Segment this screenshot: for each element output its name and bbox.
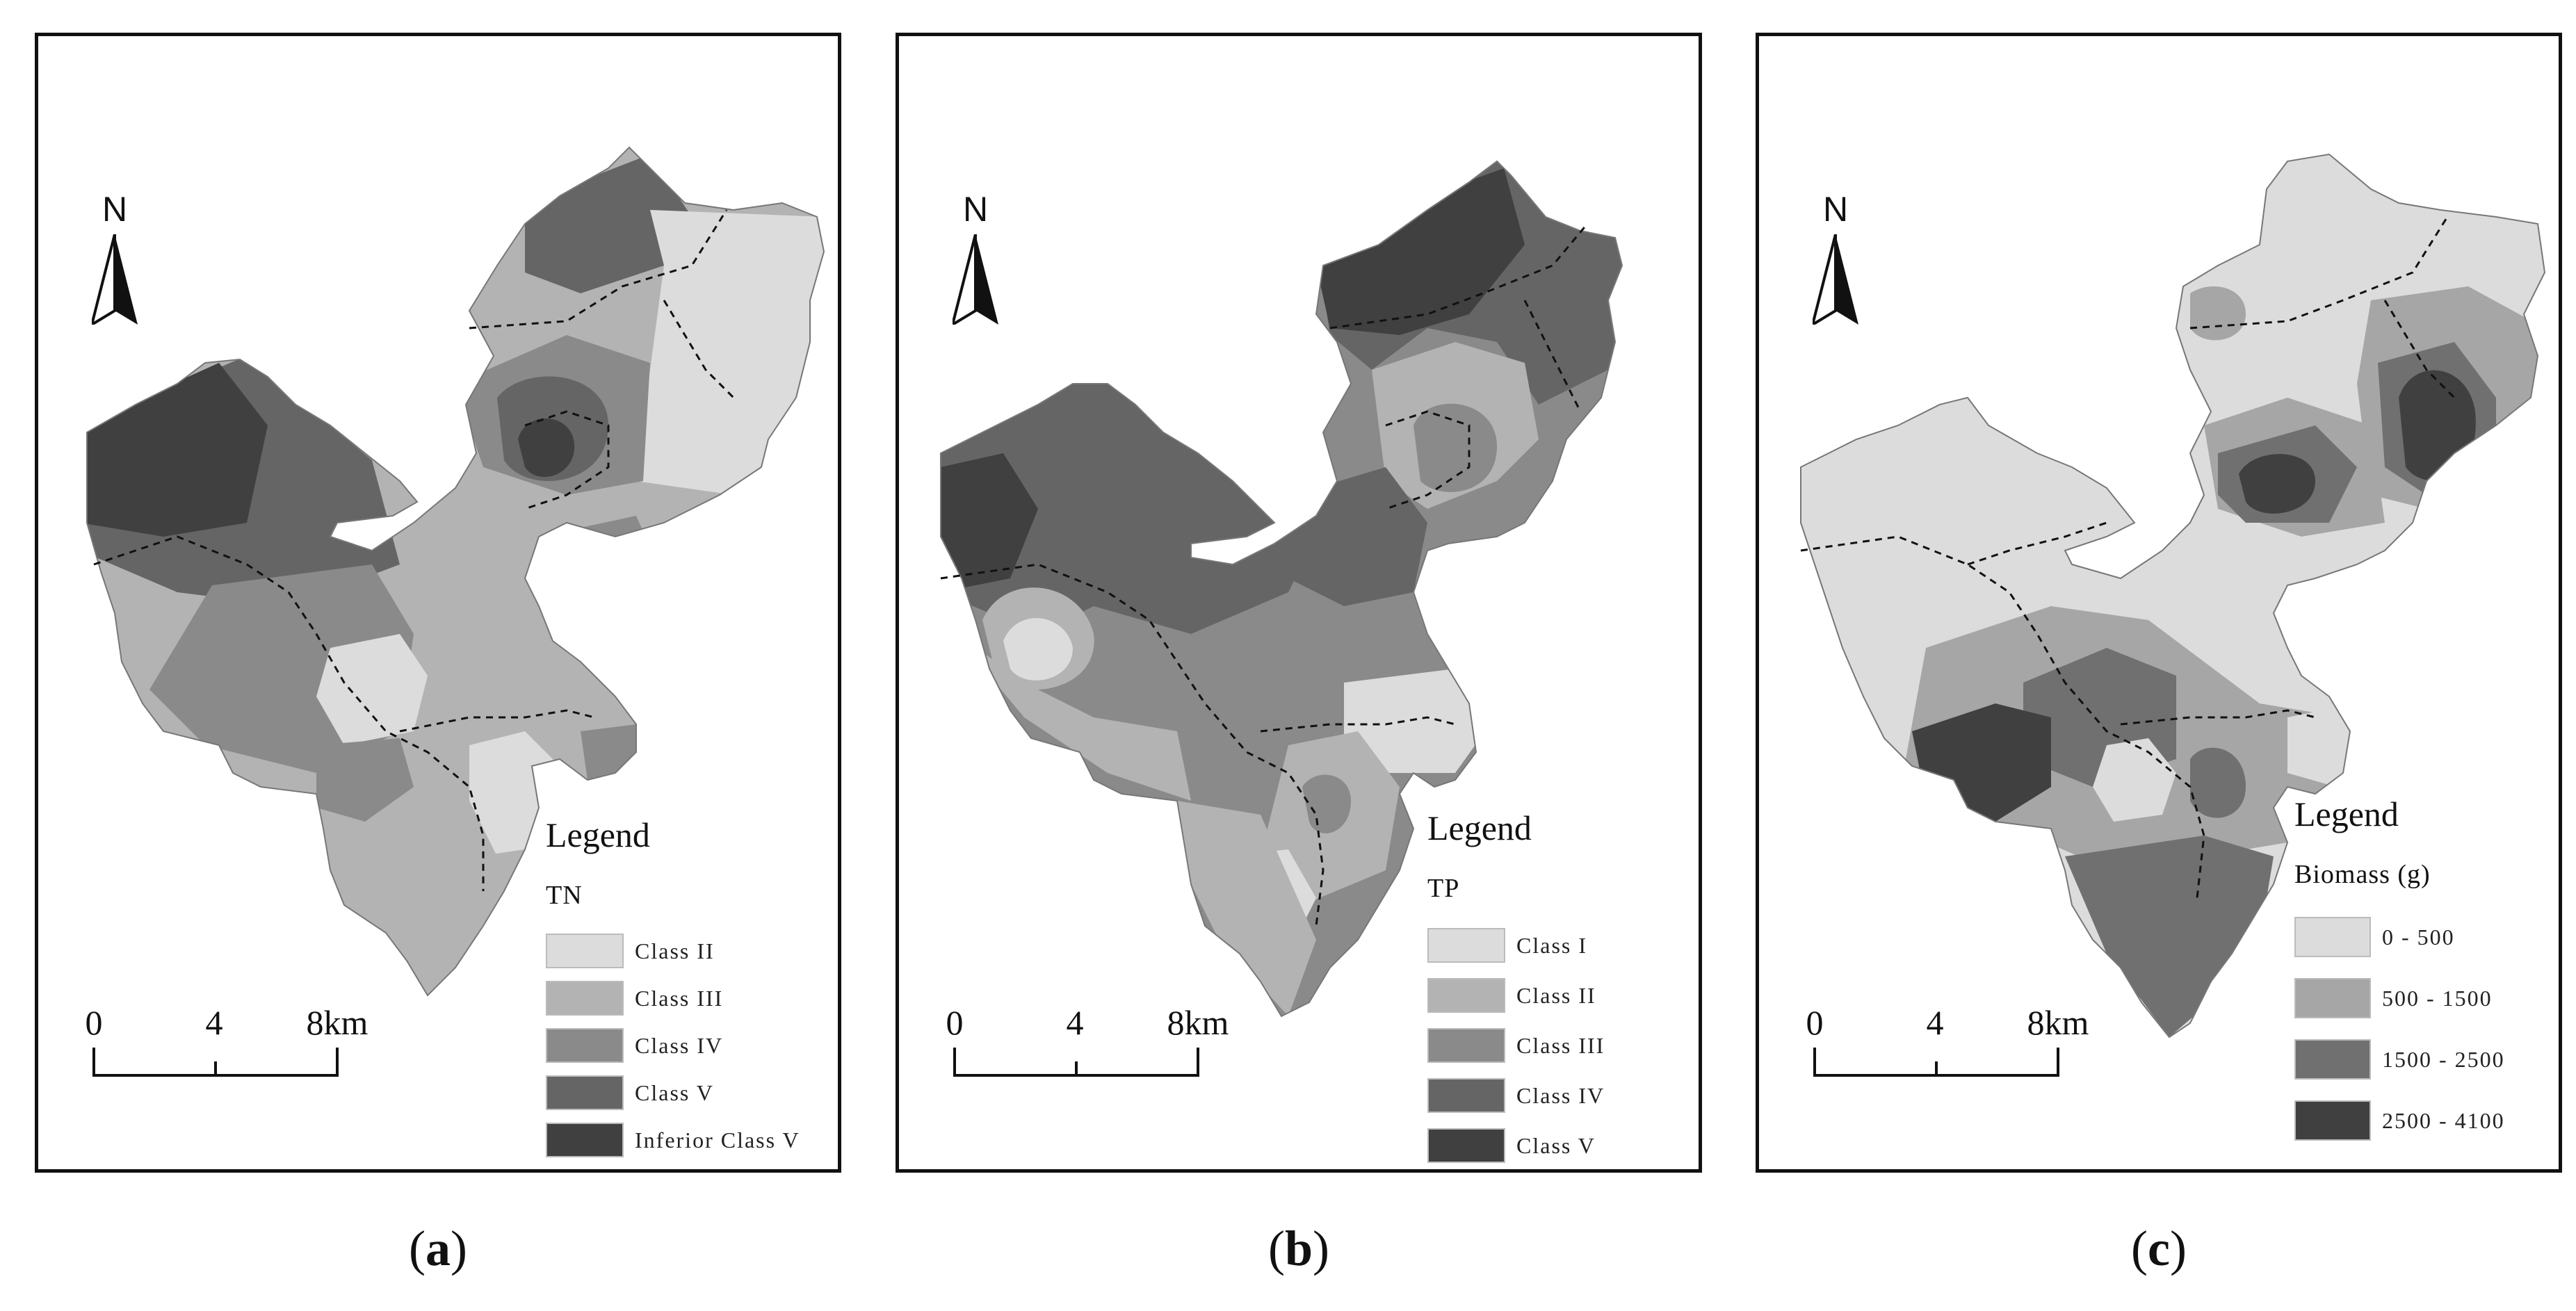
caption-letter: b	[1284, 1221, 1313, 1276]
scale-bar-line	[953, 1048, 1199, 1077]
scale-tick-label-0: 0	[946, 1003, 964, 1042]
legend-item: Class III	[546, 975, 800, 1022]
legend-label: Class II	[635, 938, 715, 963]
legend-swatch	[546, 1028, 624, 1063]
legend-item: 0 - 500	[2294, 906, 2505, 968]
map-panel-a: N 0 4 8km Legend TN Class II Class III C…	[35, 33, 841, 1173]
legend-swatch	[546, 981, 624, 1016]
legend-item: Class I	[1427, 920, 1605, 970]
map-legend: Legend TN Class II Class III Class IV Cl…	[546, 815, 800, 1164]
legend-title: Legend	[1427, 808, 1532, 847]
legend-label: Class III	[635, 985, 724, 1011]
scale-tick-label-8km: 8km	[2027, 1003, 2089, 1042]
legend-item: 1500 - 2500	[2294, 1029, 2505, 1090]
legend-swatch	[546, 1123, 624, 1157]
caption-a: (a)	[409, 1221, 467, 1276]
legend-swatch	[2294, 978, 2371, 1018]
scale-tick-label-0: 0	[85, 1003, 103, 1042]
tn-distribution-map	[86, 146, 825, 997]
legend-label: Class IV	[635, 1032, 724, 1058]
north-arrow: N	[1797, 189, 1874, 356]
legend-label: Class V	[635, 1080, 714, 1105]
tp-distribution-map	[940, 160, 1623, 1018]
legend-item: Class III	[1427, 1020, 1605, 1070]
map-legend: Legend TP Class I Class II Class III Cla…	[1427, 808, 1605, 1169]
map-panel-c: N 0 4 8km Legend Biomass (g) 0 - 500 500…	[1756, 33, 2562, 1173]
legend-label: Class IV	[1516, 1082, 1605, 1108]
scale-bar: 0 4 8km	[944, 1002, 1236, 1114]
caption-c: (c)	[2131, 1221, 2187, 1276]
legend-label: Class III	[1516, 1032, 1605, 1058]
legend-item: Class V	[1427, 1121, 1605, 1169]
legend-label: 1500 - 2500	[2382, 1046, 2505, 1072]
scale-tick-label-4: 4	[1066, 1003, 1084, 1042]
north-arrow-icon	[1813, 234, 1858, 325]
map-legend: Legend Biomass (g) 0 - 500 500 - 1500 15…	[2294, 794, 2505, 1151]
legend-swatch	[2294, 917, 2371, 957]
legend-label: 0 - 500	[2382, 924, 2455, 950]
caption-letter: a	[426, 1221, 451, 1276]
north-label: N	[962, 190, 989, 229]
legend-item: Class II	[1427, 970, 1605, 1020]
north-label: N	[1822, 190, 1849, 229]
caption-b: (b)	[1267, 1221, 1329, 1276]
legend-item: Class II	[546, 927, 800, 975]
legend-swatch	[2294, 1100, 2371, 1141]
north-arrow-icon	[92, 234, 138, 325]
legend-item: 2500 - 4100	[2294, 1090, 2505, 1151]
scale-tick-label-4: 4	[205, 1003, 223, 1042]
north-arrow: N	[937, 189, 1014, 356]
scale-tick-label-4: 4	[1926, 1003, 1944, 1042]
legend-subtitle: Biomass (g)	[2294, 860, 2431, 889]
legend-label: 500 - 1500	[2382, 985, 2493, 1011]
legend-swatch	[1427, 978, 1505, 1013]
scale-bar: 0 4 8km	[1804, 1002, 2096, 1114]
legend-title: Legend	[546, 815, 650, 854]
legend-label: Class V	[1516, 1132, 1596, 1158]
legend-subtitle: TP	[1427, 874, 1460, 903]
legend-title: Legend	[2294, 795, 2399, 833]
legend-item: Class V	[546, 1069, 800, 1116]
legend-item: Inferior Class V	[546, 1116, 800, 1164]
legend-swatch	[2294, 1039, 2371, 1080]
legend-item: Class IV	[1427, 1070, 1605, 1121]
legend-item: Class IV	[546, 1022, 800, 1069]
north-arrow-icon	[953, 234, 998, 325]
legend-label: Inferior Class V	[635, 1127, 800, 1153]
legend-swatch	[1427, 1128, 1505, 1163]
legend-label: Class I	[1516, 932, 1587, 958]
legend-item: 500 - 1500	[2294, 968, 2505, 1029]
legend-swatch	[1427, 1078, 1505, 1113]
legend-swatch	[1427, 1028, 1505, 1063]
scale-tick-label-0: 0	[1806, 1003, 1824, 1042]
legend-label: 2500 - 4100	[2382, 1107, 2505, 1133]
biomass-distribution-map	[1800, 153, 2546, 1039]
map-panel-b: N 0 4 8km Legend TP Class I Class II Cla…	[896, 33, 1702, 1173]
scale-bar: 0 4 8km	[83, 1002, 375, 1114]
legend-swatch	[546, 1075, 624, 1110]
caption-letter: c	[2148, 1221, 2170, 1276]
legend-swatch	[1427, 928, 1505, 963]
scale-bar-line	[92, 1048, 339, 1077]
legend-swatch	[546, 934, 624, 968]
scale-tick-label-8km: 8km	[1167, 1003, 1229, 1042]
legend-subtitle: TN	[546, 881, 583, 910]
scale-bar-line	[1813, 1048, 2059, 1077]
legend-label: Class II	[1516, 982, 1596, 1008]
scale-tick-label-8km: 8km	[306, 1003, 368, 1042]
north-arrow: N	[76, 189, 153, 356]
north-label: N	[102, 190, 128, 229]
